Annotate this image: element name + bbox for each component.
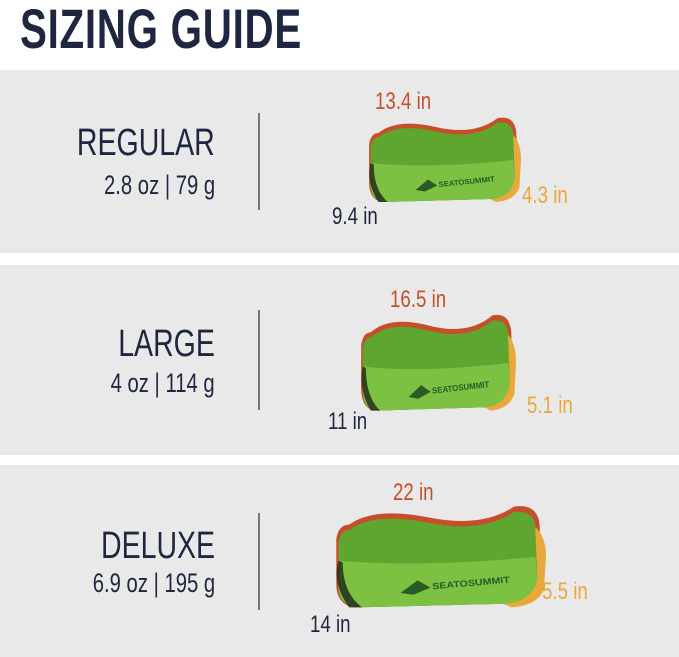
length-label: 16.5 in	[390, 286, 447, 313]
height-label: 5.5 in	[542, 578, 588, 605]
size-weight: 2.8 oz | 79 g	[103, 170, 215, 200]
pillow-image-large: SEATOSUMMIT	[361, 314, 516, 411]
size-panel-large: LARGE 4 oz | 114 g SEATOSUMMIT 16.5 in 5…	[0, 265, 679, 455]
width-label: 11 in	[328, 408, 368, 435]
length-label: 13.4 in	[375, 88, 432, 115]
divider	[258, 113, 260, 210]
size-name: DELUXE	[100, 525, 215, 567]
width-label: 14 in	[310, 611, 351, 638]
size-weight: 4 oz | 114 g	[111, 368, 215, 398]
pillow-front	[362, 363, 510, 411]
size-panel-regular: REGULAR 2.8 oz | 79 g SEATOSUMMIT 13.4 i…	[0, 70, 679, 253]
size-name: REGULAR	[77, 122, 215, 164]
pillow-image-deluxe: SEATOSUMMIT	[336, 506, 546, 608]
page-title: SIZING GUIDE	[20, 0, 302, 60]
height-label: 4.3 in	[522, 182, 568, 209]
pillow-front	[338, 557, 538, 608]
width-label: 9.4 in	[332, 203, 378, 230]
pillow-front	[370, 160, 515, 202]
size-name: LARGE	[118, 323, 215, 365]
pillow-shadow	[361, 366, 381, 411]
brand-logo-icon	[400, 580, 431, 595]
length-label: 22 in	[393, 479, 434, 506]
height-label: 5.1 in	[527, 392, 573, 419]
pillow-image-regular: SEATOSUMMIT	[369, 117, 521, 202]
divider	[258, 513, 260, 610]
brand-logo-icon	[408, 385, 431, 399]
divider	[258, 310, 260, 410]
pillow-shadow	[336, 560, 362, 608]
size-weight: 6.9 oz | 195 g	[92, 568, 215, 598]
size-panel-deluxe: DELUXE 6.9 oz | 195 g SEATOSUMMIT 22 in …	[0, 465, 679, 657]
pillow-shadow	[369, 163, 388, 202]
brand-logo-icon	[415, 179, 438, 192]
